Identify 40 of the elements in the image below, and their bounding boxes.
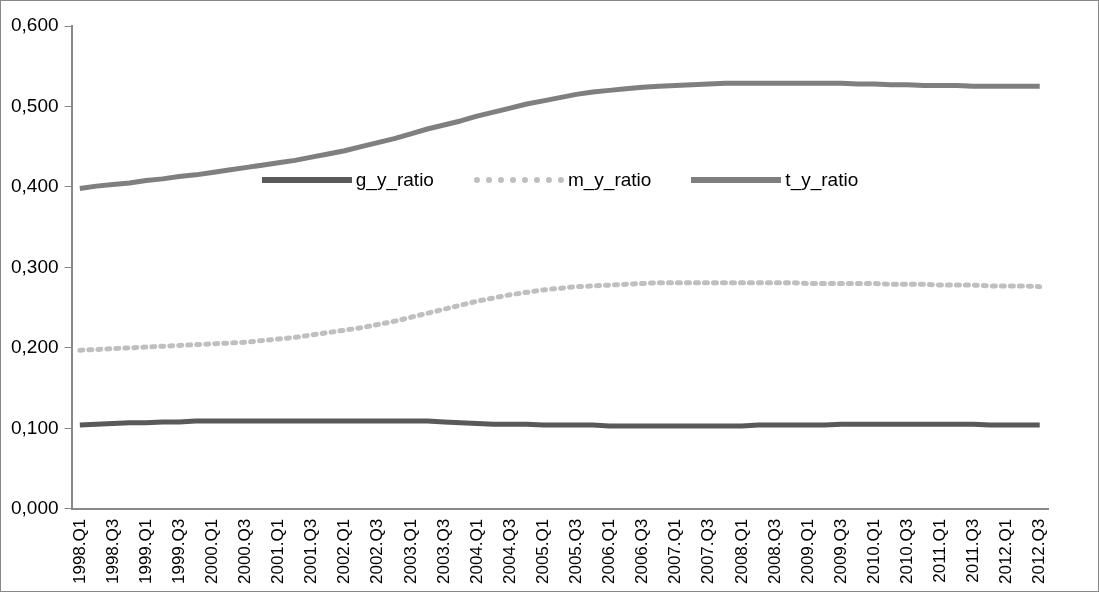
y-tick-label: 0,300 [11,255,59,277]
y-tick-label: 0,000 [11,497,59,519]
x-tick-label: 2005.Q3 [566,518,586,585]
x-tick-label: 2011.Q3 [963,518,983,583]
x-tick-label: 2001.Q3 [301,518,321,585]
y-tick-label: 0,600 [11,14,59,36]
x-tick-label: 2003.Q3 [433,518,453,585]
x-tick-label: 2011.Q1 [930,518,950,583]
x-tick-label: 2006.Q3 [632,518,652,585]
x-tick-label: 2010.Q3 [897,518,917,585]
x-tick-label: 2012.Q3 [1029,518,1049,585]
x-tick-label: 2009.Q1 [797,518,817,585]
y-tick-label: 0,100 [11,416,59,438]
x-tick-label: 2008.Q3 [764,518,784,585]
x-tick-label: 2012.Q1 [996,518,1016,585]
x-tick-label: 1998.Q1 [69,518,89,585]
legend-label: t_y_ratio [785,169,859,192]
legend-label: g_y_ratio [355,169,434,192]
x-tick-label: 2005.Q1 [532,518,552,585]
x-tick-label: 2001.Q1 [268,518,288,585]
x-tick-label: 2007.Q1 [665,518,685,585]
x-tick-label: 2010.Q1 [863,518,883,585]
y-tick-label: 0,400 [11,175,59,197]
x-tick-label: 2008.Q1 [731,518,751,585]
y-tick-label: 0,200 [11,336,59,358]
x-tick-label: 2000.Q3 [235,518,255,585]
x-tick-label: 2004.Q3 [499,518,519,585]
x-tick-label: 2002.Q3 [367,518,387,585]
x-tick-label: 2009.Q3 [830,518,850,585]
x-tick-label: 1999.Q3 [168,518,188,585]
y-tick-label: 0,500 [11,94,59,116]
x-tick-label: 2004.Q1 [466,518,486,585]
x-tick-label: 1998.Q3 [102,518,122,585]
x-tick-label: 2007.Q3 [698,518,718,585]
legend-label: m_y_ratio [567,169,652,192]
x-tick-label: 2003.Q1 [400,518,420,585]
x-tick-label: 2006.Q1 [599,518,619,585]
x-tick-label: 1999.Q1 [135,518,155,585]
x-tick-label: 2000.Q1 [201,518,221,585]
x-tick-label: 2002.Q1 [334,518,354,585]
